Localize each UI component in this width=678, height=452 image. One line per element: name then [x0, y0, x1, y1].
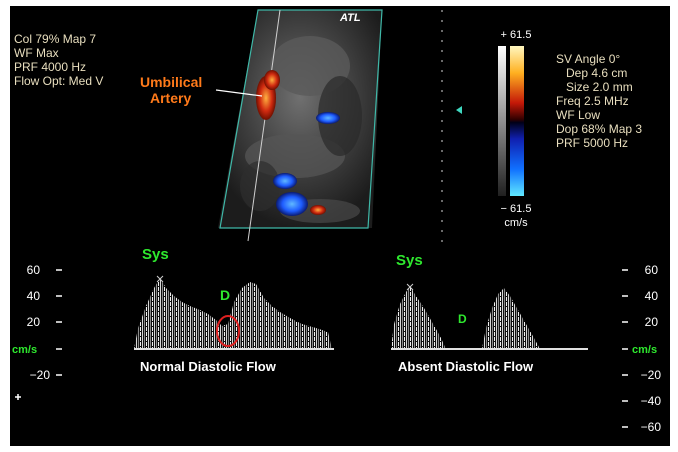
grey-scale-bar — [498, 46, 506, 196]
ultrasound-display: ATL Col 79% Map 7 WF Max PRF 4000 Hz Flo… — [10, 6, 670, 446]
right-axis-tick-label: −40 — [640, 394, 661, 408]
diastolic-flow-highlight-circle — [216, 315, 240, 347]
doppler-parameters: SV Angle 0° Dep 4.6 cm Size 2.0 mm Freq … — [556, 52, 642, 150]
normal-systolic-label: Sys — [142, 246, 169, 263]
right-axis-tick-label: 20 — [644, 315, 658, 329]
param-line: Dep 4.6 cm — [566, 66, 628, 80]
left-axis-tick-label: −20 — [29, 368, 50, 382]
scale-max-label: + 61.5 — [500, 29, 532, 41]
systolic-peak-markers — [156, 275, 414, 291]
param-line: Dop 68% Map 3 — [556, 122, 643, 136]
color-flow-parameters: Col 79% Map 7 WF Max PRF 4000 Hz Flow Op… — [14, 32, 103, 88]
absent-doppler-trace — [391, 286, 588, 350]
param-line: WF Max — [14, 46, 59, 60]
absent-diastolic-label: D — [458, 312, 467, 326]
color-velocity-scale — [510, 46, 524, 196]
normal-doppler-trace — [134, 278, 334, 350]
right-axis-unit: cm/s — [632, 344, 658, 356]
brand-logo: ATL — [340, 12, 361, 24]
focus-marker-icon — [456, 106, 462, 114]
normal-flow-caption: Normal Diastolic Flow — [140, 359, 276, 374]
color-flow-overlay — [256, 70, 340, 216]
right-axis-tick-label: 60 — [644, 263, 658, 277]
scale-unit-label: cm/s — [504, 217, 528, 229]
right-axis-tick-label: −60 — [640, 420, 661, 434]
param-line: Flow Opt: Med V — [14, 74, 104, 88]
absent-flow-caption: Absent Diastolic Flow — [398, 359, 534, 374]
scale-min-label: − 61.5 — [500, 203, 532, 215]
b-mode-image — [218, 10, 382, 228]
left-axis-unit: cm/s — [12, 344, 38, 356]
param-line: Col 79% Map 7 — [14, 32, 97, 46]
right-axis-tick-label: 40 — [644, 289, 658, 303]
normal-diastolic-label: D — [220, 287, 231, 303]
left-axis-tick-label: 20 — [26, 315, 40, 329]
param-line: WF Low — [556, 108, 601, 122]
left-axis-tick-label: 60 — [26, 263, 40, 277]
param-line: PRF 4000 Hz — [14, 60, 87, 74]
right-axis-ticks — [622, 269, 628, 428]
param-line: Size 2.0 mm — [566, 80, 633, 94]
color-box-outline[interactable] — [219, 9, 383, 229]
umbilical-artery-label: Umbilical Artery — [140, 74, 203, 106]
doppler-cursor-line[interactable] — [247, 9, 281, 242]
param-line: PRF 5000 Hz — [556, 136, 629, 150]
left-axis-tick-label: 40 — [26, 289, 40, 303]
ultrasound-graphics — [15, 9, 628, 428]
param-line: SV Angle 0° — [556, 52, 621, 66]
annotation-leader-line — [215, 89, 263, 97]
absent-systolic-label: Sys — [396, 252, 423, 269]
right-axis-tick-label: −20 — [640, 368, 661, 382]
left-axis-ticks — [15, 269, 62, 400]
param-line: Freq 2.5 MHz — [556, 94, 629, 108]
